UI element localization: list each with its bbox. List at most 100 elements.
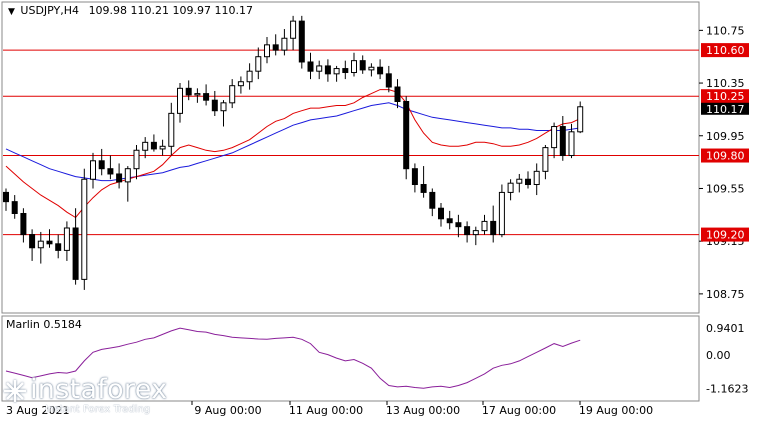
candle-body	[455, 222, 462, 228]
candle-body	[46, 240, 53, 245]
candle-body	[159, 145, 166, 150]
time-tick-label: 17 Aug 00:00	[482, 404, 556, 417]
time-tick-label: 9 Aug 00:00	[194, 404, 261, 417]
chart-header: ▼ USDJPY,H4 109.98 110.21 109.97 110.17	[8, 4, 253, 17]
candle-body	[507, 182, 514, 193]
candle-body	[150, 141, 157, 150]
candle-body	[298, 20, 305, 63]
candle-body	[525, 178, 531, 186]
oscillator-tick-label: -1.1623	[706, 383, 748, 396]
candle-body	[220, 102, 227, 112]
time-tick-label: 19 Aug 00:00	[579, 404, 653, 417]
candle-body	[3, 191, 9, 203]
instaforex-logo-icon	[4, 380, 26, 402]
oscillator-label: Marlin 0.5184	[6, 318, 82, 331]
candle-body	[124, 168, 131, 183]
watermark-tagline: Instant Forex Trading	[45, 404, 151, 415]
level-label: 110.60	[706, 44, 745, 57]
candle-body	[20, 212, 27, 236]
candle-body	[72, 227, 79, 280]
ma-fast-line	[5, 89, 581, 219]
candle-body	[472, 230, 479, 236]
ohlc-values: 109.98 110.21 109.97 110.17	[88, 4, 254, 17]
candle-body	[290, 20, 297, 39]
candle-body	[577, 106, 584, 133]
candle-body	[29, 234, 36, 249]
level-label: 110.25	[706, 90, 745, 103]
candle-body	[542, 147, 549, 172]
candle-body	[11, 201, 18, 214]
main-pane	[1, 1, 700, 314]
candle-body	[516, 178, 523, 184]
candle-body	[324, 65, 331, 75]
candle-body	[229, 85, 236, 104]
candle-body	[490, 220, 497, 236]
candle-body	[185, 87, 192, 96]
candle-body	[438, 207, 444, 220]
candle-body	[420, 184, 427, 193]
candle-body	[307, 61, 314, 72]
candle-body	[394, 86, 401, 103]
level-label-bg	[701, 89, 749, 104]
marlin-line	[5, 327, 581, 389]
candle-body	[385, 73, 392, 88]
candle-body	[255, 56, 262, 72]
price-tick-label: 108.75	[706, 288, 745, 301]
candle-body	[211, 99, 218, 112]
candle-body	[281, 37, 288, 51]
watermark-brand: instaforex	[30, 374, 168, 405]
candle-body	[403, 101, 410, 170]
candle-body	[316, 65, 323, 72]
candle-body	[351, 60, 357, 74]
candle-body	[551, 126, 558, 149]
candle-body	[246, 70, 253, 83]
candle-body	[116, 173, 123, 183]
candle-body	[98, 160, 105, 170]
level-label: 109.20	[706, 229, 745, 242]
price-tick-label: 109.55	[706, 182, 745, 195]
time-tick-label: 13 Aug 00:00	[386, 404, 460, 417]
candle-body	[481, 220, 488, 232]
time-tick-label: 3 Aug 2021	[6, 404, 69, 417]
candle-body	[368, 66, 375, 71]
candle-body	[411, 168, 418, 186]
candle-body	[568, 131, 575, 157]
ma-slow-line	[5, 102, 581, 182]
candle-body	[194, 93, 201, 96]
oscillator-pane	[1, 315, 700, 402]
candle-body	[559, 126, 566, 157]
candle-body	[63, 227, 70, 251]
candle-body	[264, 44, 270, 58]
candle-body	[333, 68, 340, 75]
level-label-bg	[701, 148, 749, 163]
symbol-label: USDJPY,H4	[20, 4, 80, 17]
candle-body	[464, 226, 471, 236]
level-label-bg	[701, 227, 749, 242]
candle-body	[237, 81, 244, 87]
candle-body	[37, 240, 44, 249]
candle-body	[377, 66, 384, 75]
price-tick-label: 109.95	[706, 130, 745, 143]
current-price-bg	[701, 102, 749, 115]
candle-body	[272, 44, 279, 51]
candle-body	[142, 141, 149, 151]
current-price-label: 110.17	[706, 103, 745, 116]
oscillator-tick-label: 0.00	[706, 349, 731, 362]
candle-body	[177, 87, 183, 114]
oscillator-tick-label: 0.9401	[706, 322, 745, 335]
candle-body	[203, 93, 210, 101]
triangle-down-icon: ▼	[8, 7, 15, 17]
candle-body	[498, 191, 505, 236]
price-tick-label: 110.35	[706, 77, 745, 90]
candle-body	[446, 218, 453, 224]
candle-body	[342, 68, 349, 74]
candle-body	[429, 191, 436, 209]
time-tick-label: 11 Aug 00:00	[289, 404, 363, 417]
watermark: instaforex Instant Forex Trading	[0, 374, 180, 422]
candle-body	[359, 60, 366, 71]
candle-body	[168, 112, 175, 147]
candle-body	[81, 178, 88, 280]
candle-body	[90, 160, 96, 180]
